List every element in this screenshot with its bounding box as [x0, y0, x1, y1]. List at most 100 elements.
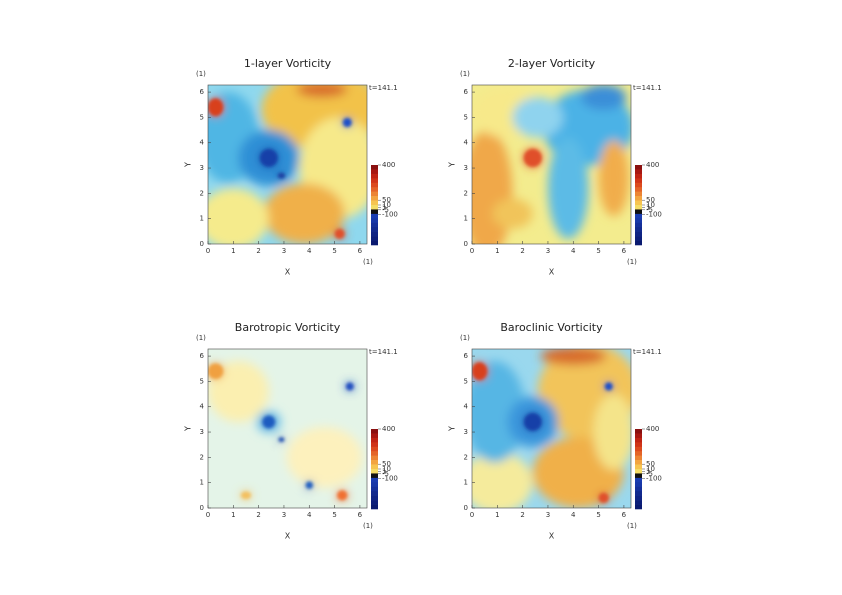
field-vortex [208, 98, 224, 117]
colorbar-swatch [371, 222, 378, 228]
colorbar-swatch [371, 469, 378, 474]
x-tick-label: 0 [470, 247, 474, 255]
x-tick-label: 5 [596, 247, 600, 255]
colorbar-swatch [371, 196, 378, 201]
colorbar-swatch [635, 455, 642, 461]
x-tick-label: 1 [495, 511, 499, 519]
colorbar-tick-label: 50 [382, 196, 391, 204]
colorbar-swatch [635, 500, 642, 505]
colorbar-tick-label: 400 [382, 161, 395, 169]
field-blob [472, 361, 526, 463]
plot-frame [471, 348, 632, 509]
colorbar-swatch [635, 178, 642, 184]
x-tick-label: 3 [546, 511, 550, 519]
field-vortex [472, 362, 488, 381]
y-unit: (1) [460, 334, 470, 342]
x-tick-label: 6 [358, 247, 363, 255]
colorbar-swatch [635, 437, 642, 443]
colorbar-swatch [371, 200, 378, 206]
y-axis-label: Y [448, 426, 457, 432]
colorbar-swatch [371, 169, 378, 175]
plot-frame [471, 84, 632, 245]
field-blob [208, 361, 269, 422]
x-tick-label: 4 [307, 511, 312, 519]
colorbar-swatch [371, 231, 378, 237]
x-unit: (1) [627, 258, 637, 266]
x-axis-label: X [285, 268, 291, 277]
y-tick-label: 0 [200, 504, 204, 512]
colorbar-tick-label: -100 [382, 211, 398, 219]
field-blob [593, 394, 631, 471]
panel-title: Baroclinic Vorticity [500, 321, 603, 334]
colorbar-tick-label: 1 [382, 467, 386, 475]
colorbar-swatch [635, 205, 642, 210]
x-tick-label: 1 [231, 247, 235, 255]
field-vortex [523, 149, 542, 167]
colorbar-swatch [371, 227, 378, 232]
colorbar-swatch [635, 495, 642, 501]
panel: 1-layer Vorticity 0 1 2 3 4 5 6 0 1 2 3 4 5 6 X Y (1) (1) t… [184, 57, 398, 277]
x-axis-label: X [285, 532, 291, 541]
time-label: t=141.1 [369, 348, 398, 356]
y-tick-label: 6 [464, 352, 469, 360]
y-tick-label: 2 [200, 453, 204, 461]
x-tick-label: 2 [256, 247, 260, 255]
y-tick-label: 1 [464, 215, 468, 223]
x-unit: (1) [627, 522, 637, 530]
colorbar-swatch [371, 460, 378, 465]
field-blob [208, 188, 269, 244]
colorbar-swatch [371, 495, 378, 501]
y-tick-label: 3 [200, 428, 204, 436]
colorbar-tick-label: 1 [646, 203, 650, 211]
vorticity-field [208, 349, 367, 508]
field-blob [492, 198, 533, 229]
x-tick-label: 2 [520, 247, 524, 255]
colorbar-swatch [371, 178, 378, 184]
field-vortex [240, 491, 252, 500]
colorbar-swatch [371, 451, 378, 456]
x-tick-label: 2 [256, 511, 260, 519]
y-tick-label: 0 [200, 240, 204, 248]
field-blob [472, 130, 513, 244]
y-tick-label: 2 [464, 453, 468, 461]
colorbar-tick-label: 1 [646, 467, 650, 475]
field-core [472, 362, 613, 503]
field-vortex [345, 382, 354, 391]
colorbar-swatch [635, 213, 642, 219]
colorbar-tick-label: -5 [382, 470, 389, 478]
x-tick-label: 0 [206, 511, 210, 519]
colorbar-swatch [635, 222, 642, 228]
field-core [208, 363, 354, 501]
colorbar-swatch [635, 236, 642, 241]
x-tick-label: 5 [596, 511, 600, 519]
field-blob [580, 85, 627, 110]
x-tick-label: 3 [546, 247, 550, 255]
colorbar-tick-label: 10 [646, 201, 655, 209]
time-label: t=141.1 [369, 84, 398, 92]
colorbar-swatch [371, 437, 378, 443]
colorbar-tick-label: -100 [646, 475, 662, 483]
colorbar-swatch [371, 500, 378, 505]
colorbar-swatch [635, 446, 642, 452]
field-vortex [334, 228, 345, 239]
x-axis-label: X [549, 532, 555, 541]
colorbar-swatch [635, 200, 642, 206]
panel-title: Barotropic Vorticity [235, 321, 341, 334]
field-vortex [342, 117, 352, 128]
colorbar-tick-label: -5 [646, 206, 653, 214]
time-label: t=141.1 [633, 84, 662, 92]
colorbar-swatch [635, 464, 642, 470]
colorbar-swatch [635, 165, 642, 170]
field-core [208, 98, 352, 239]
vorticity-field [208, 85, 367, 244]
colorbar-swatch [371, 446, 378, 452]
colorbar-swatch [635, 473, 642, 479]
field-blob [296, 85, 348, 98]
field-core [523, 149, 542, 167]
colorbar-swatch [635, 227, 642, 232]
x-tick-label: 5 [332, 247, 336, 255]
y-axis-label: Y [184, 426, 193, 432]
field-vortex [278, 437, 285, 443]
colorbar-swatch [635, 469, 642, 474]
y-tick-label: 2 [464, 189, 468, 197]
